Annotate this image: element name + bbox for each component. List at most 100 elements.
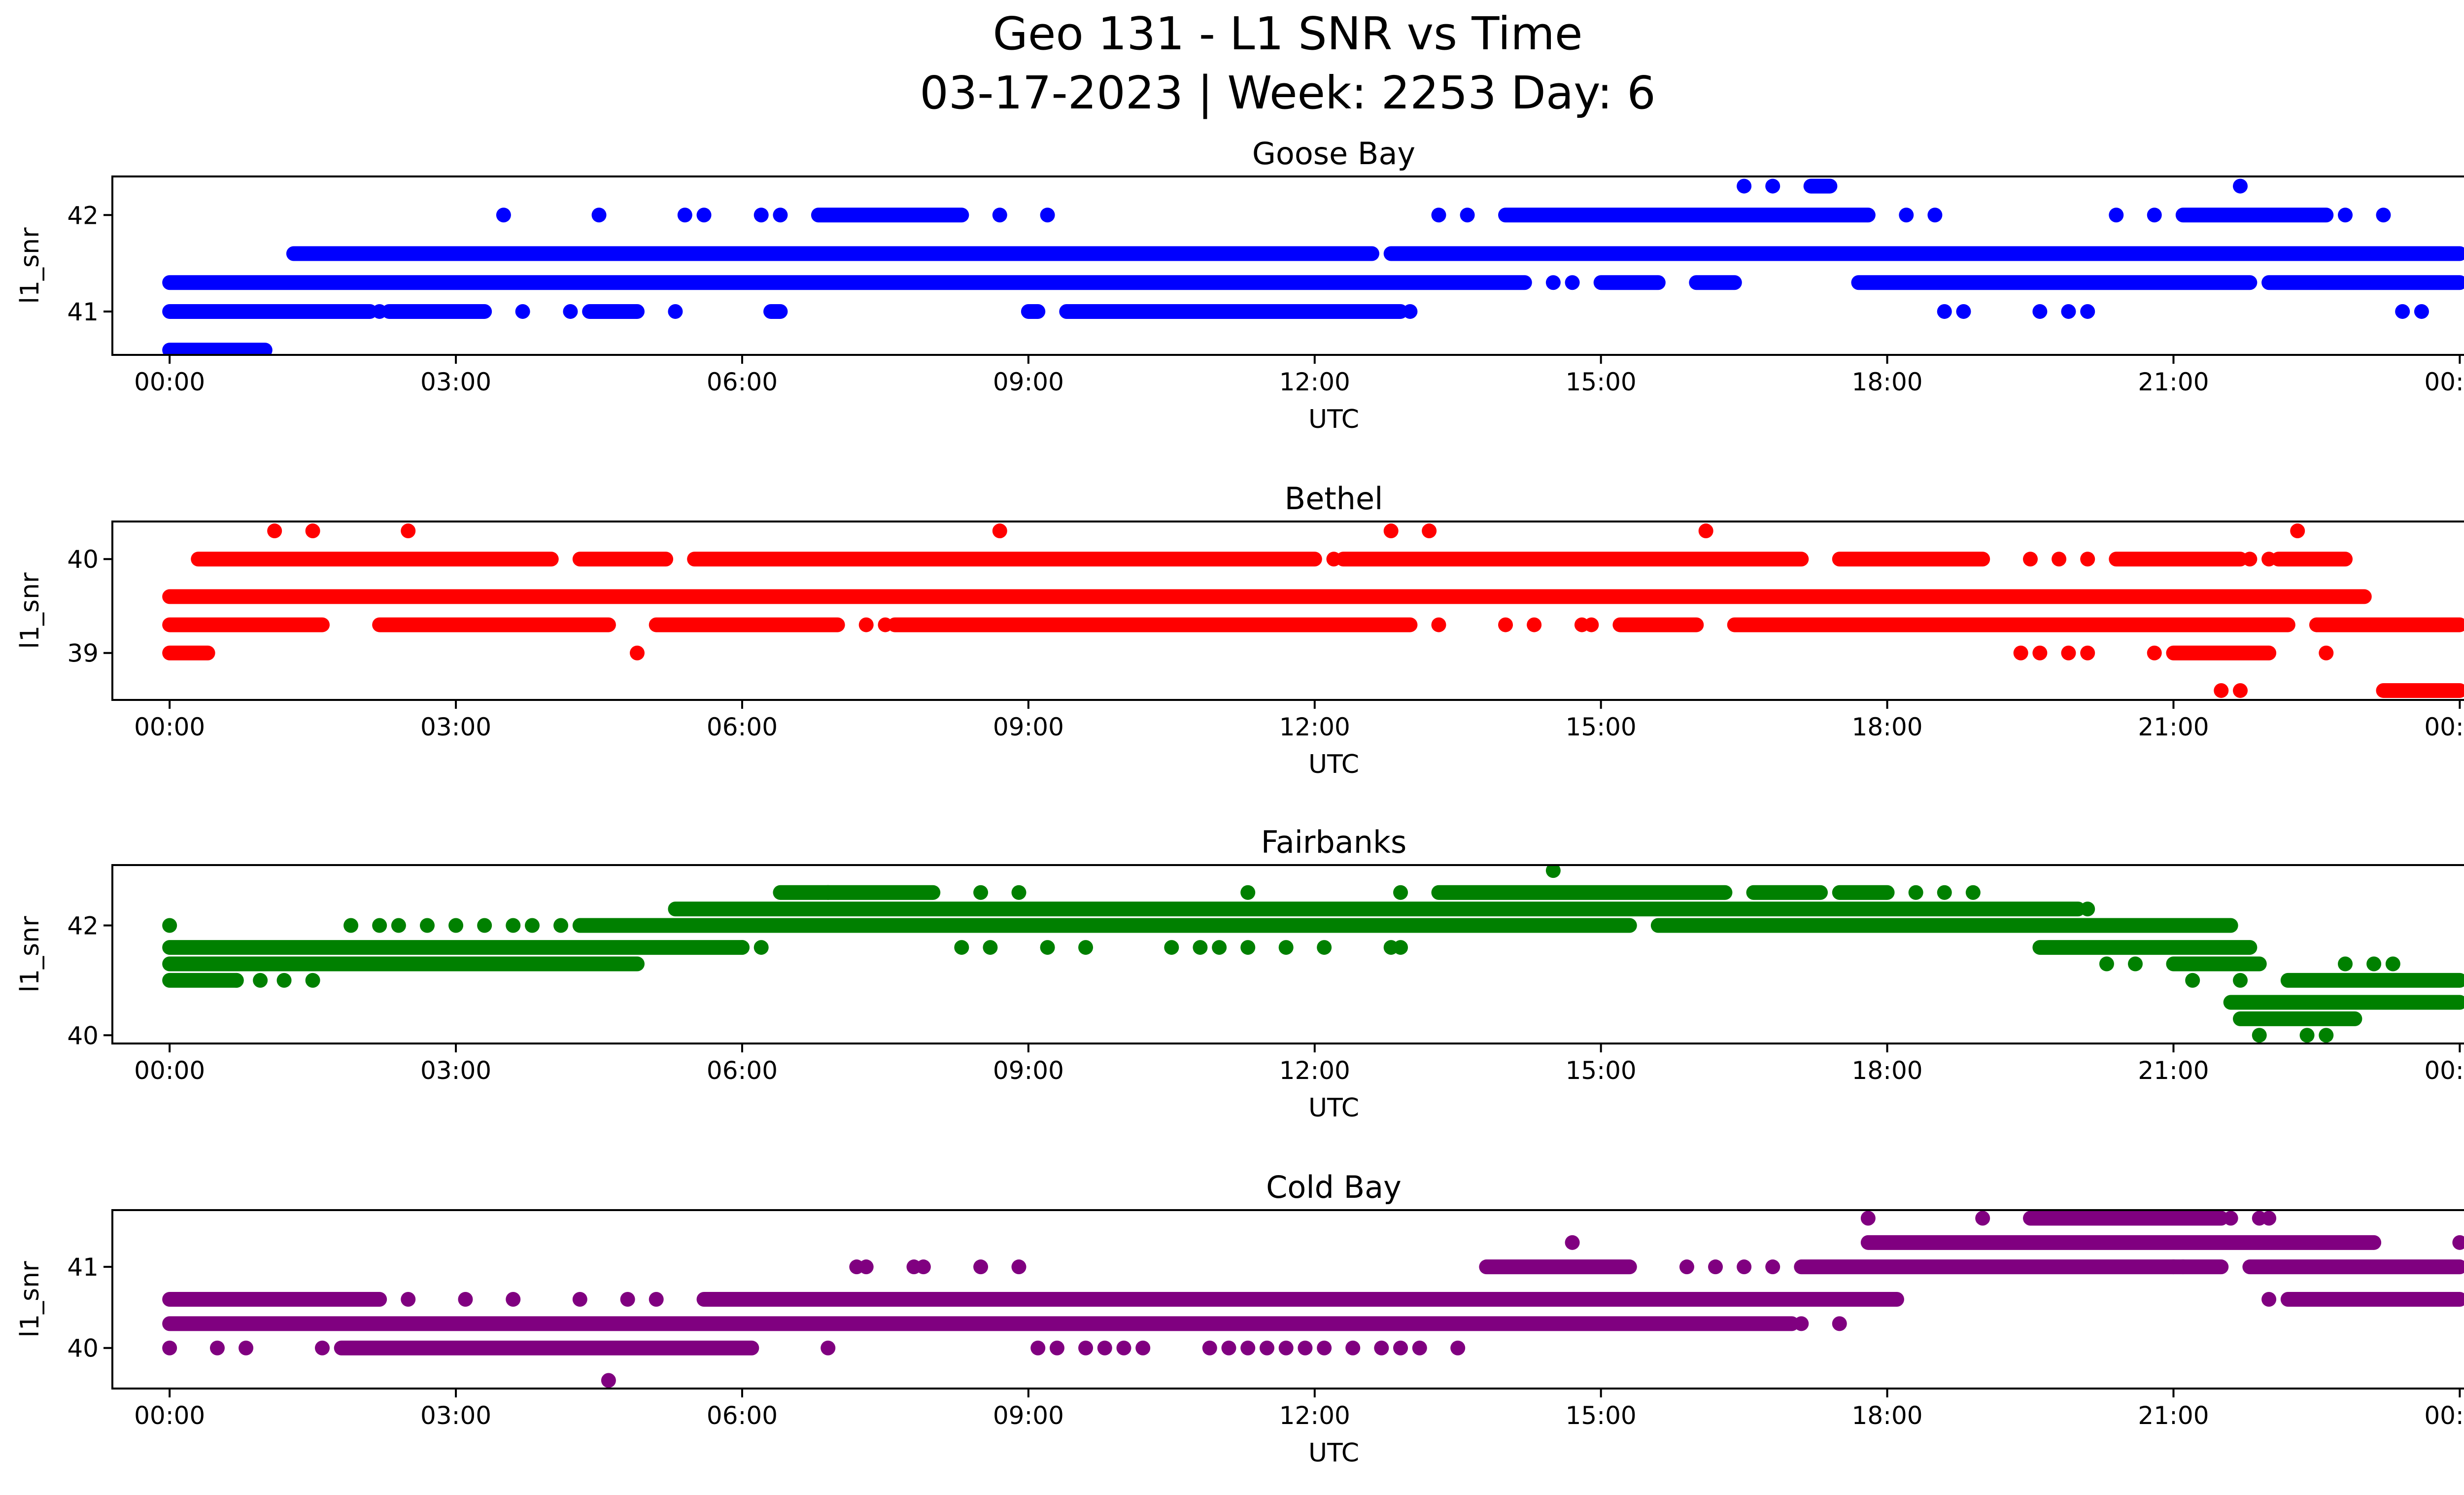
data-series (162, 523, 2464, 698)
data-point (1975, 1211, 1990, 1226)
data-point (1240, 885, 1256, 900)
data-point (506, 918, 521, 933)
x-tick-label: 12:00 (1279, 1056, 1350, 1085)
data-point (1737, 1259, 1752, 1275)
data-point (2023, 552, 2038, 567)
x-tick-label: 00:00 (2424, 1401, 2464, 1430)
data-point (1240, 940, 1256, 955)
x-tick-label: 03:00 (420, 1401, 491, 1430)
data-point (1431, 617, 1446, 632)
data-point (239, 1340, 254, 1356)
data-point (2261, 1211, 2277, 1226)
data-point (1164, 940, 1179, 955)
data-series (162, 1211, 2464, 1388)
data-point (1278, 940, 1294, 955)
data-point (1450, 1340, 1466, 1356)
data-point (1698, 523, 1713, 539)
data-point (1078, 1340, 1094, 1356)
data-point (524, 918, 540, 933)
data-point (1545, 865, 1561, 878)
data-point (591, 208, 607, 223)
data-point (601, 1373, 616, 1388)
y-tick-label: 42 (67, 201, 99, 230)
data-point (305, 973, 320, 988)
data-point (209, 1340, 225, 1356)
subplot-title: Bethel (1285, 481, 1383, 517)
data-point (734, 940, 750, 955)
x-tick-label: 18:00 (1852, 368, 1923, 396)
data-point (2013, 645, 2028, 661)
data-point (1011, 1259, 1027, 1275)
data-point (2061, 645, 2076, 661)
figure-title-line1: Geo 131 - L1 SNR vs Time (993, 7, 1583, 60)
x-axis-label: UTC (1308, 405, 1359, 434)
x-tick-label: 21:00 (2138, 368, 2209, 396)
data-point (1899, 208, 1914, 223)
data-point (1135, 1340, 1151, 1356)
data-point (1298, 1340, 1313, 1356)
data-point (1937, 304, 1952, 319)
data-point (916, 1259, 931, 1275)
data-point (2319, 1028, 2334, 1043)
data-point (2385, 956, 2400, 972)
data-series (162, 178, 2464, 355)
data-point (391, 918, 406, 933)
data-point (992, 208, 1007, 223)
data-point (1326, 552, 1341, 567)
data-point (821, 1340, 836, 1356)
data-point (1403, 304, 1418, 319)
x-tick-label: 06:00 (707, 713, 778, 741)
data-point (2080, 552, 2095, 567)
x-tick-label: 03:00 (420, 713, 491, 741)
data-point (753, 940, 769, 955)
x-tick-label: 00:00 (2424, 368, 2464, 396)
data-point (2032, 304, 2048, 319)
data-point (858, 1259, 874, 1275)
data-point (1956, 304, 1971, 319)
y-axis-label: l1_snr (15, 916, 45, 993)
data-point (1765, 1259, 1780, 1275)
data-series (162, 865, 2464, 1043)
subplot-goose-bay: Goose Bay 00:00 03:00 06:00 09:00 12:00 15:00 1… (15, 136, 2464, 434)
x-tick-label: 06:00 (707, 1401, 778, 1430)
x-tick-label: 15:00 (1566, 1056, 1637, 1085)
data-point (1259, 1340, 1274, 1356)
data-point (2366, 956, 2382, 972)
data-point (1278, 1340, 1294, 1356)
data-point (2395, 304, 2410, 319)
data-point (2233, 683, 2248, 698)
plot-frame (111, 1209, 2464, 1390)
subplot-title: Cold Bay (1266, 1169, 1402, 1205)
data-point (2052, 552, 2067, 567)
data-point (253, 973, 268, 988)
data-point (1030, 1340, 1046, 1356)
data-point (1097, 1340, 1112, 1356)
y-tick-label: 41 (67, 298, 99, 326)
data-point (2252, 1028, 2267, 1043)
x-tick-label: 12:00 (1279, 1401, 1350, 1430)
data-point (1765, 178, 1780, 194)
data-point (2128, 956, 2143, 972)
data-point (1965, 885, 1981, 900)
data-point (2338, 208, 2353, 223)
data-point (1412, 1340, 1427, 1356)
y-tick-label: 40 (67, 1021, 99, 1050)
data-point (992, 523, 1007, 539)
data-point (2290, 523, 2305, 539)
y-tick-label: 41 (67, 1253, 99, 1282)
data-point (1393, 1340, 1408, 1356)
x-tick-label: 21:00 (2138, 1401, 2209, 1430)
data-point (1498, 617, 1513, 632)
data-point (419, 918, 435, 933)
data-point (649, 1292, 664, 1307)
data-point (1078, 940, 1094, 955)
plot-frame (111, 864, 2464, 1044)
data-point (1565, 275, 1580, 290)
data-point (2376, 208, 2391, 223)
x-tick-label: 00:00 (2424, 713, 2464, 741)
y-tick-label: 42 (67, 912, 99, 940)
data-point (496, 208, 511, 223)
data-point (2147, 208, 2162, 223)
data-point (401, 523, 416, 539)
